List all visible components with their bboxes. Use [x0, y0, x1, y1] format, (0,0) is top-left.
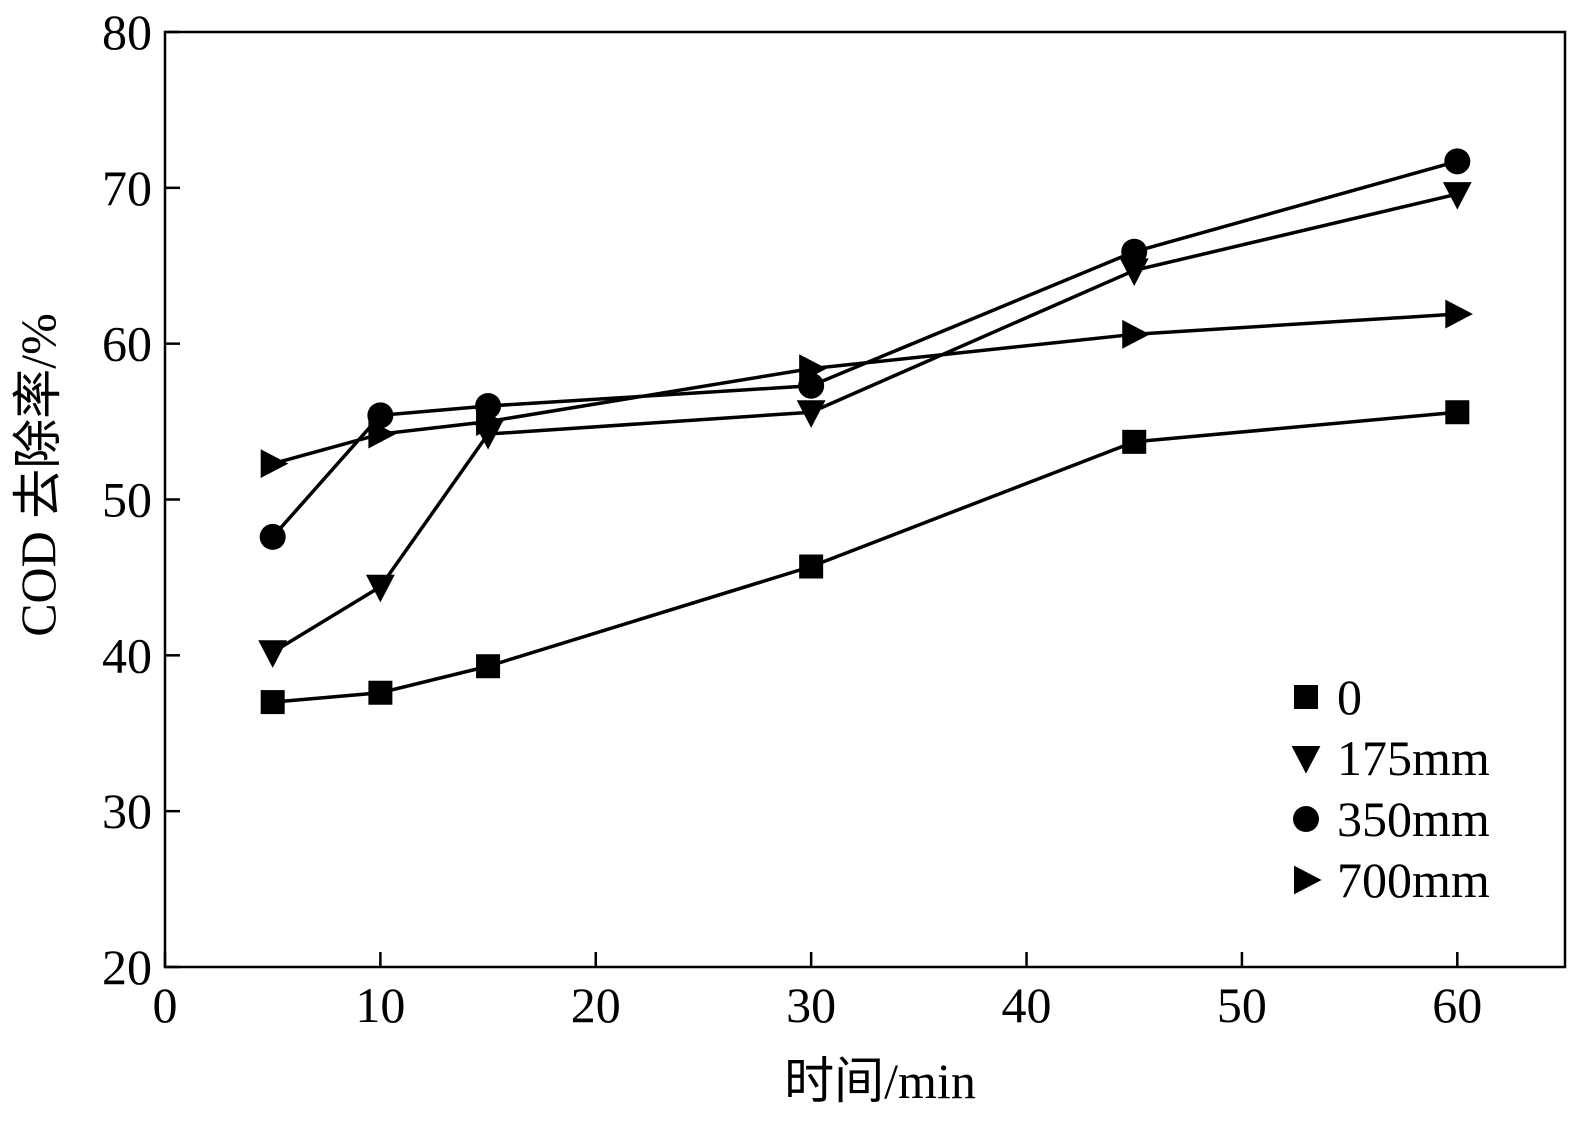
data-point: [796, 400, 826, 428]
legend-label: 700mm: [1337, 852, 1490, 908]
series-2: [258, 182, 1472, 668]
data-point: [259, 523, 286, 550]
legend-marker: [1294, 685, 1318, 709]
series-3: [259, 148, 1471, 550]
x-tick-label: 10: [355, 977, 405, 1033]
x-axis-ticks: 0 10 20 30 40 50 60: [153, 952, 1482, 1033]
legend-item: 350mm: [1293, 791, 1490, 847]
legend-label: 175mm: [1337, 730, 1490, 786]
data-point: [799, 554, 824, 579]
data-point: [260, 690, 285, 715]
legend-item: 0: [1294, 669, 1362, 725]
data-point: [367, 402, 394, 429]
y-axis-label: COD 去除率/%: [10, 313, 66, 637]
data-point: [476, 407, 504, 436]
series-4: [260, 299, 1473, 479]
data-point: [1122, 319, 1150, 349]
y-tick-label: 80: [102, 4, 152, 60]
x-tick-label: 60: [1432, 977, 1482, 1033]
legend-marker: [1294, 865, 1322, 895]
x-axis-label: 时间/min: [784, 1053, 976, 1109]
legend-marker: [1293, 806, 1319, 832]
y-tick-label: 60: [102, 316, 152, 372]
data-point: [1121, 238, 1148, 265]
y-tick-label: 70: [102, 160, 152, 216]
series-line: [272, 410, 1458, 704]
data-point: [260, 449, 289, 479]
x-tick-label: 20: [571, 977, 621, 1033]
legend-item: 175mm: [1291, 730, 1490, 786]
data-point: [1119, 258, 1149, 287]
series-line: [271, 192, 1458, 654]
series-line: [271, 159, 1458, 539]
y-tick-label: 20: [102, 939, 152, 995]
series-line: [272, 312, 1458, 466]
y-tick-label: 30: [102, 783, 152, 839]
data-point: [368, 419, 396, 449]
data-point: [258, 640, 288, 668]
series-layer: [258, 148, 1473, 715]
y-axis-ticks: 20 30 40 50 60 70 80: [102, 4, 180, 995]
x-tick-label: 40: [1002, 977, 1052, 1033]
data-point: [365, 574, 395, 603]
data-point: [1122, 429, 1147, 454]
data-point: [1442, 182, 1472, 210]
data-point: [1445, 400, 1470, 425]
legend-marker: [1291, 746, 1321, 774]
data-point: [799, 354, 827, 383]
x-tick-label: 0: [153, 977, 178, 1033]
data-point: [476, 654, 501, 679]
legend-label: 350mm: [1337, 791, 1490, 847]
data-point: [1445, 299, 1473, 329]
legend-item: 700mm: [1294, 852, 1490, 908]
data-point: [368, 680, 393, 705]
legend-label: 0: [1337, 669, 1362, 725]
data-point: [1444, 148, 1471, 175]
x-tick-label: 30: [786, 977, 836, 1033]
y-tick-label: 50: [102, 472, 152, 528]
y-tick-label: 40: [102, 627, 152, 683]
series-1: [260, 400, 1470, 715]
x-tick-label: 50: [1217, 977, 1267, 1033]
